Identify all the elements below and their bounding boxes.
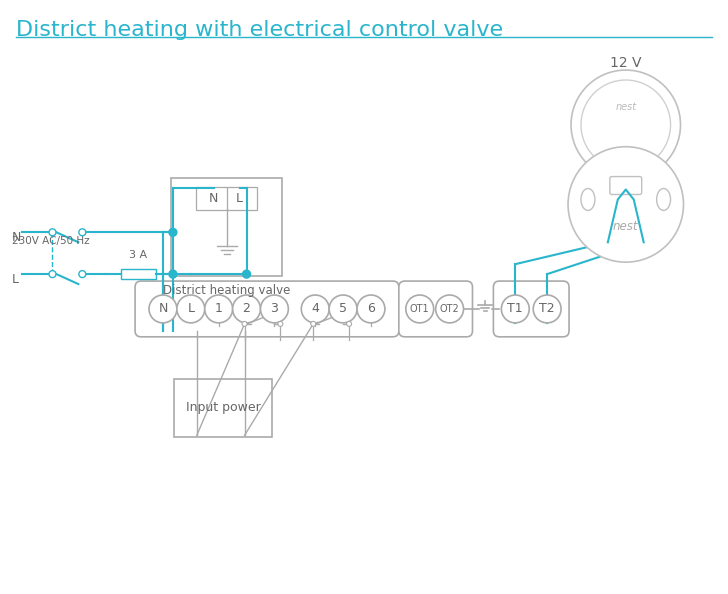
Circle shape <box>502 295 529 323</box>
Text: 4: 4 <box>312 302 319 315</box>
Text: 3: 3 <box>271 302 278 315</box>
Circle shape <box>261 295 288 323</box>
Text: 6: 6 <box>367 302 375 315</box>
Text: 1: 1 <box>215 302 223 315</box>
FancyBboxPatch shape <box>135 281 399 337</box>
FancyBboxPatch shape <box>494 281 569 337</box>
Circle shape <box>205 295 233 323</box>
Circle shape <box>357 295 385 323</box>
Text: N: N <box>158 302 167 315</box>
FancyBboxPatch shape <box>399 281 472 337</box>
Text: N: N <box>12 231 21 244</box>
Text: 12 V: 12 V <box>610 56 641 70</box>
FancyBboxPatch shape <box>196 187 257 210</box>
Circle shape <box>149 295 177 323</box>
Circle shape <box>405 295 434 323</box>
Text: nest: nest <box>613 220 638 233</box>
Circle shape <box>242 321 247 326</box>
Circle shape <box>533 295 561 323</box>
Circle shape <box>242 270 250 278</box>
Text: 3 A: 3 A <box>130 250 148 260</box>
Text: T2: T2 <box>539 302 555 315</box>
Circle shape <box>435 295 464 323</box>
Text: District heating with electrical control valve: District heating with electrical control… <box>15 20 503 40</box>
FancyBboxPatch shape <box>171 178 282 276</box>
Circle shape <box>571 70 681 179</box>
Circle shape <box>568 147 684 262</box>
Text: 2: 2 <box>242 302 250 315</box>
Ellipse shape <box>657 188 670 210</box>
Text: District heating valve: District heating valve <box>163 284 290 297</box>
Text: nest: nest <box>615 102 636 112</box>
Ellipse shape <box>581 188 595 210</box>
Circle shape <box>49 229 56 236</box>
Circle shape <box>581 80 670 170</box>
Circle shape <box>233 295 261 323</box>
Text: T1: T1 <box>507 302 523 315</box>
FancyBboxPatch shape <box>610 176 641 194</box>
Circle shape <box>278 321 283 326</box>
Circle shape <box>301 295 329 323</box>
Text: L: L <box>187 302 194 315</box>
Circle shape <box>169 228 177 236</box>
Text: 5: 5 <box>339 302 347 315</box>
Text: OT1: OT1 <box>410 304 430 314</box>
Circle shape <box>311 321 316 326</box>
Circle shape <box>49 271 56 277</box>
Circle shape <box>177 295 205 323</box>
Circle shape <box>329 295 357 323</box>
FancyBboxPatch shape <box>121 269 156 279</box>
Text: OT2: OT2 <box>440 304 459 314</box>
Text: L: L <box>236 192 243 205</box>
Text: Input power: Input power <box>186 402 261 415</box>
FancyBboxPatch shape <box>174 378 272 437</box>
Text: L: L <box>12 273 19 286</box>
Text: N: N <box>209 192 218 205</box>
Text: 230V AC/50 Hz: 230V AC/50 Hz <box>12 236 90 247</box>
Circle shape <box>347 321 352 326</box>
Circle shape <box>79 271 86 277</box>
Circle shape <box>169 270 177 278</box>
Circle shape <box>79 229 86 236</box>
